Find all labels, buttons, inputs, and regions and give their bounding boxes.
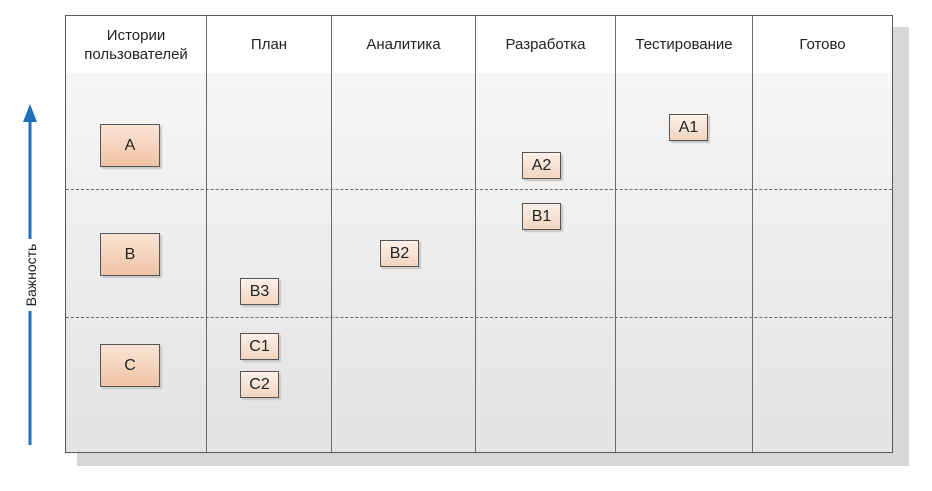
story-card-b[interactable]: B [100, 233, 160, 276]
task-card-b3[interactable]: B3 [240, 278, 279, 305]
column-header-plan: План [250, 36, 288, 53]
task-card-c2[interactable]: C2 [240, 371, 279, 398]
column-header-analytics: Аналитика [366, 36, 441, 53]
story-card-a[interactable]: A [100, 124, 160, 167]
column-divider [615, 16, 616, 452]
task-card-a2[interactable]: A2 [522, 152, 561, 179]
task-card-b2[interactable]: B2 [380, 240, 419, 267]
column-divider [752, 16, 753, 452]
task-card-a1[interactable]: A1 [669, 114, 708, 141]
kanban-board: Истории пользователей План Аналитика Раз… [65, 15, 893, 453]
task-card-b1[interactable]: B1 [522, 203, 561, 230]
column-divider [331, 16, 332, 452]
axis-label-importance: Важность [21, 239, 41, 311]
column-header-stories: Истории пользователей [84, 26, 188, 63]
column-header-testing: Тестирование [635, 36, 733, 53]
row-divider [66, 317, 892, 318]
column-header-done: Готово [799, 36, 846, 53]
column-divider [206, 16, 207, 452]
board-header [66, 16, 892, 74]
column-divider [475, 16, 476, 452]
task-card-c1[interactable]: C1 [240, 333, 279, 360]
column-header-development: Разработка [505, 36, 586, 53]
story-card-c[interactable]: C [100, 344, 160, 387]
board-body [66, 73, 892, 452]
row-divider [66, 189, 892, 190]
